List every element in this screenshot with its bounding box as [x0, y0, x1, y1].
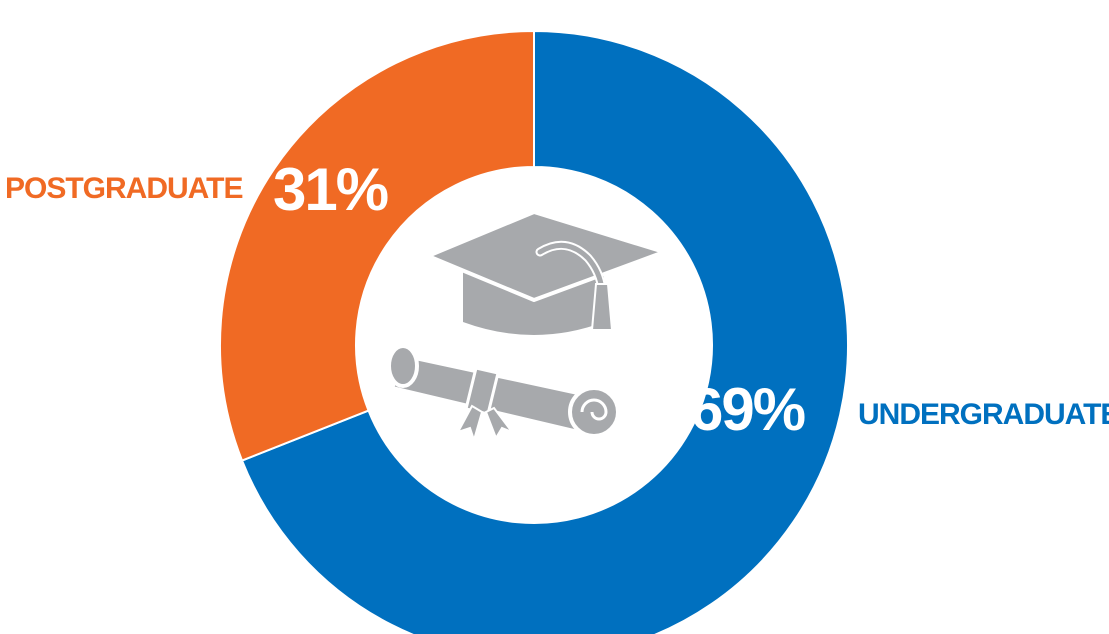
slices-layer	[219, 29, 849, 634]
slice-pct-label-undergraduate: 69%	[690, 376, 805, 443]
category-label-postgraduate: POSTGRADUATE	[5, 172, 242, 205]
pie-slice-undergraduate	[240, 29, 849, 634]
graduation-cap-and-diploma-icon	[387, 210, 666, 444]
category-label-undergraduate: UNDERGRADUATE	[858, 398, 1109, 431]
pie-slice-postgraduate	[219, 29, 535, 462]
slice-pct-label-postgraduate: 31%	[273, 156, 388, 223]
